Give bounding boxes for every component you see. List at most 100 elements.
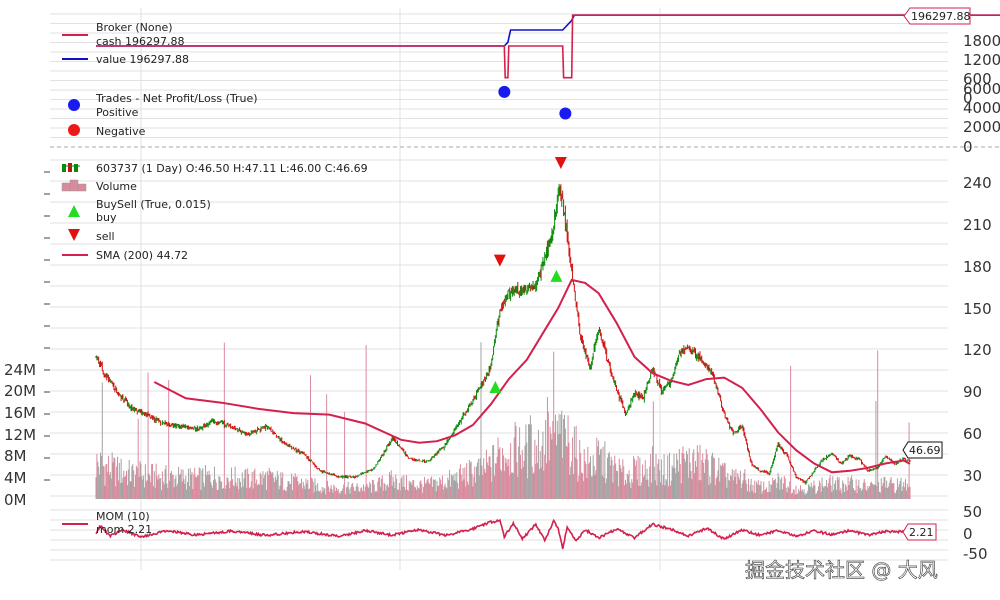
volume-bar xyxy=(826,487,828,499)
volume-bar xyxy=(686,450,688,499)
volume-bar xyxy=(761,493,763,499)
volume-bar xyxy=(187,481,189,499)
volume-bar xyxy=(528,424,530,499)
volume-bar xyxy=(354,490,356,499)
volume-bar xyxy=(849,481,851,499)
volume-bar xyxy=(204,465,206,499)
volume-bar xyxy=(339,493,341,499)
volume-bar xyxy=(852,488,854,499)
volume-bar xyxy=(392,476,394,499)
volume-bar xyxy=(390,470,392,499)
volume-bar xyxy=(709,476,711,499)
volume-bar xyxy=(413,480,415,499)
volume-bar xyxy=(324,488,326,499)
volume-bar xyxy=(581,472,583,499)
volume-bar xyxy=(495,463,497,499)
volume-bar xyxy=(828,478,830,499)
volume-bar xyxy=(578,475,580,499)
volume-bar xyxy=(192,489,194,499)
volume-bar xyxy=(203,482,205,499)
broker-panel xyxy=(96,14,1000,79)
volume-bar xyxy=(660,482,662,499)
volume-bar xyxy=(343,484,345,499)
tick-label: 24M xyxy=(4,361,36,379)
volume-bar xyxy=(479,458,481,499)
volume-bar xyxy=(309,375,311,499)
volume-bar xyxy=(153,471,155,499)
volume-bar xyxy=(907,487,909,499)
volume-bar xyxy=(530,424,532,499)
volume-bar xyxy=(884,476,886,499)
volume-bar xyxy=(241,472,243,499)
volume-bar xyxy=(689,462,691,499)
volume-bar xyxy=(719,481,721,499)
volume-bar xyxy=(145,481,147,499)
volume-bar xyxy=(513,437,515,499)
volume-bar xyxy=(264,475,266,499)
volume-bar xyxy=(508,458,510,499)
volume-bar xyxy=(319,490,321,499)
volume-bar xyxy=(109,471,111,499)
volume-bar xyxy=(571,461,573,499)
volume-bar xyxy=(249,487,251,499)
volume-bar xyxy=(311,478,313,499)
volume-bar xyxy=(765,487,767,499)
volume-bar xyxy=(679,464,681,499)
volume-bar xyxy=(306,483,308,499)
price-right-axis: 240 210 180 150 120 90 60 30 xyxy=(963,174,992,485)
volume-bar xyxy=(728,479,730,499)
volume-bar xyxy=(801,489,803,499)
volume-bar xyxy=(99,474,101,499)
volume-bar xyxy=(199,468,201,499)
volume-bar xyxy=(496,456,498,499)
volume-bar xyxy=(655,454,657,499)
volume-bar xyxy=(856,493,858,499)
volume-bar xyxy=(379,477,381,499)
tick-label: 1800 xyxy=(963,32,1000,50)
volume-bar xyxy=(173,487,175,499)
volume-bar xyxy=(498,449,500,499)
volume-bar xyxy=(821,477,823,499)
volume-bar xyxy=(611,460,613,499)
volume-bar xyxy=(518,446,520,499)
volume-bar xyxy=(831,491,833,499)
volume-bar xyxy=(888,482,890,499)
volume-bar xyxy=(546,397,548,499)
volume-bar xyxy=(687,477,689,499)
volume-bar xyxy=(723,462,725,499)
volume-bar xyxy=(271,473,273,499)
volume-bar xyxy=(537,463,539,499)
volume-bar xyxy=(291,473,293,499)
volume-bar xyxy=(167,488,169,499)
volume-bar xyxy=(715,478,717,499)
volume-bar xyxy=(661,484,663,499)
volume-bar xyxy=(705,448,707,499)
volume-bar xyxy=(206,471,208,499)
volume-bar xyxy=(136,468,138,499)
sell-marker xyxy=(493,254,506,267)
volume-bar xyxy=(290,484,292,499)
volume-bar xyxy=(726,487,728,499)
volume-bar xyxy=(365,344,367,499)
volume-bar xyxy=(650,453,652,499)
volume-bar xyxy=(406,489,408,499)
volume-bar xyxy=(804,495,806,499)
volume-bar xyxy=(731,469,733,499)
volume-bar xyxy=(721,463,723,499)
momentum-legend: MOM (10) mom 2.21 xyxy=(62,510,152,536)
volume-bar xyxy=(357,486,359,499)
volume-bar xyxy=(759,484,761,499)
volume-bar xyxy=(823,487,825,499)
volume-bar xyxy=(844,484,846,499)
volume-bar xyxy=(543,470,545,499)
volume-bar xyxy=(589,462,591,499)
volume-bar xyxy=(625,479,627,499)
tick-label: 6000 xyxy=(963,80,1000,98)
volume-bar xyxy=(572,437,574,499)
legend-swatch-positive xyxy=(68,99,80,111)
volume-bar xyxy=(301,488,303,499)
volume-bar xyxy=(420,480,422,499)
volume-bar xyxy=(478,475,480,499)
volume-bar xyxy=(651,446,653,499)
volume-bar xyxy=(240,487,242,499)
